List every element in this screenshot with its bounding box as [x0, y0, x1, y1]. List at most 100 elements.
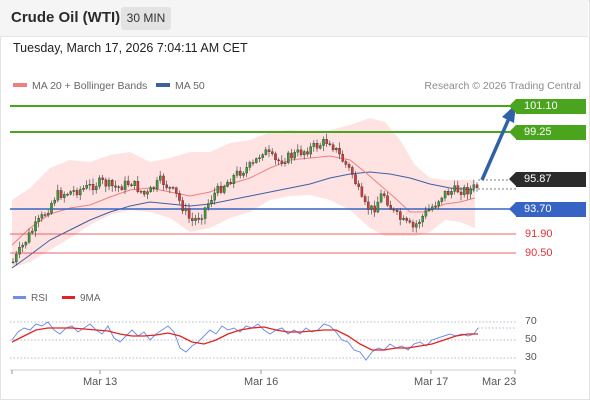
- candle-body: [226, 181, 229, 187]
- candle-body: [43, 214, 47, 216]
- candle-body: [312, 143, 316, 147]
- resistance-1-value: 99.25: [524, 126, 552, 138]
- candle-body: [197, 217, 200, 220]
- candle-body: [466, 187, 469, 195]
- resistance-1-tag: 99.25: [509, 125, 586, 140]
- candle-body: [133, 181, 136, 186]
- candle-body: [475, 184, 479, 188]
- candle-body: [162, 175, 165, 185]
- candle-body: [363, 196, 367, 203]
- candle-body: [315, 143, 319, 149]
- rsi-legend: RSI: [13, 293, 48, 304]
- legend-ma50-label: MA 50: [175, 80, 205, 92]
- instrument-title: Crude Oil (WTI): [11, 9, 121, 26]
- candle-body: [373, 205, 376, 213]
- ma50-line: [11, 171, 476, 269]
- candle-body: [139, 191, 143, 193]
- candle-body: [319, 145, 322, 149]
- candle-body: [165, 184, 168, 188]
- analysis-timestamp: Tuesday, March 17, 2026 7:04:11 AM CET: [13, 41, 248, 55]
- candle-body: [152, 187, 156, 190]
- candle-body: [50, 203, 53, 214]
- legend-ma50: MA 50: [156, 80, 205, 92]
- candle-body: [459, 191, 463, 195]
- candle-body: [130, 184, 133, 186]
- candle-body: [338, 148, 341, 155]
- rsi-ma-legend: 9MA: [62, 293, 101, 304]
- x-axis-label: Mar 13: [83, 376, 118, 388]
- candle-body: [123, 180, 127, 190]
- candle-body: [24, 242, 28, 246]
- candle-body: [63, 194, 66, 198]
- candle-body: [331, 144, 335, 151]
- rsi-ma-swatch: [62, 295, 75, 299]
- candle-body: [184, 208, 188, 212]
- candle-body: [34, 221, 37, 232]
- forecast-arrow: [480, 115, 512, 181]
- candle-body: [75, 190, 79, 196]
- rsi-ma-line: [11, 326, 478, 351]
- candle-body: [341, 153, 344, 162]
- candle-body: [191, 218, 194, 221]
- candle-body: [111, 180, 114, 187]
- candle-body: [277, 159, 280, 162]
- candle-body: [271, 151, 274, 154]
- candle-body: [229, 181, 232, 184]
- candle-body: [127, 180, 130, 185]
- candle-body: [335, 148, 338, 151]
- candle-body: [434, 205, 437, 208]
- candle-body: [120, 186, 124, 190]
- candle-body: [427, 209, 431, 211]
- candle-body: [437, 201, 440, 207]
- candle-body: [159, 175, 162, 181]
- candle-body: [149, 187, 152, 192]
- copyright-notice: Research © 2026 Trading Central: [424, 80, 581, 92]
- candle-body: [411, 222, 415, 228]
- candle-body: [53, 199, 56, 204]
- candle-body: [386, 195, 389, 206]
- candle-body: [47, 212, 50, 216]
- bollinger-band: [12, 118, 475, 268]
- candle-body: [207, 203, 210, 208]
- candle-body: [181, 200, 184, 212]
- rsi-tick-50: 50: [525, 333, 537, 345]
- candle-body: [11, 261, 15, 264]
- support-1-value: 91.90: [525, 228, 553, 240]
- candle-body: [37, 217, 40, 222]
- candle-body: [463, 187, 466, 195]
- candle-body: [415, 223, 418, 228]
- candle-body: [242, 172, 245, 176]
- candle-body: [219, 185, 223, 193]
- timeframe-button[interactable]: 30 MIN: [121, 7, 171, 30]
- candle-body: [27, 232, 31, 243]
- candle-body: [72, 190, 76, 192]
- candle-body: [98, 177, 101, 187]
- candle-body: [267, 149, 271, 152]
- candle-body: [88, 184, 92, 186]
- candle-body: [453, 185, 456, 192]
- candle-body: [178, 193, 181, 201]
- rsi-swatch: [13, 295, 26, 299]
- candle-body: [232, 175, 236, 184]
- candle-body: [376, 201, 380, 213]
- candle-body: [114, 185, 117, 188]
- candle-body: [469, 188, 472, 195]
- candle-body: [21, 244, 24, 248]
- candle-body: [357, 183, 360, 187]
- candle-body: [309, 146, 312, 155]
- legend-ma20-label: MA 20 + Bollinger Bands: [32, 80, 148, 92]
- resistance-2-value: 101.10: [524, 100, 558, 112]
- ma50-swatch: [156, 83, 170, 88]
- candle-body: [399, 211, 402, 220]
- candle-body: [255, 158, 258, 163]
- candle-body: [421, 215, 424, 223]
- candle-body: [354, 174, 357, 184]
- candle-body: [293, 152, 296, 159]
- x-axis-label: Mar 17: [414, 376, 449, 388]
- candle-body: [351, 167, 354, 175]
- candle-body: [56, 190, 60, 201]
- candle-body: [367, 201, 370, 210]
- candle-body: [235, 170, 239, 176]
- candle-body: [210, 200, 213, 204]
